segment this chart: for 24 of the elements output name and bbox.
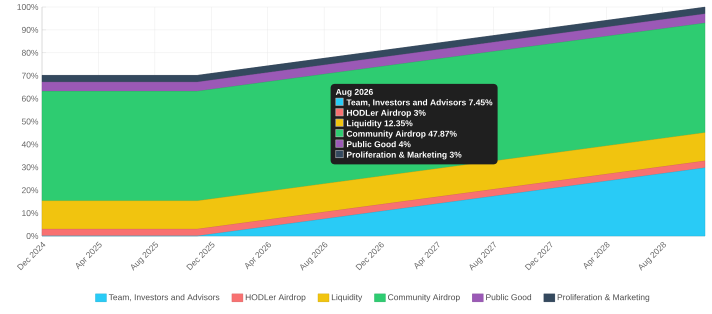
y-tick-label: 50% xyxy=(22,118,38,124)
y-tick-label: 100% xyxy=(17,4,38,10)
y-tick-label: 70% xyxy=(22,72,38,79)
y-tick-label: 20% xyxy=(22,187,38,194)
y-tick-label: 30% xyxy=(22,164,38,170)
y-tick-label: 40% xyxy=(22,141,38,148)
legend-label: Proliferation & Marketing xyxy=(558,294,650,302)
annotation: HODLer Airdrop 3% xyxy=(346,110,426,118)
legend-label: HODLer Airdrop xyxy=(246,294,306,302)
y-tick-label: 60% xyxy=(22,96,38,102)
y-tick-label: 0% xyxy=(26,233,38,239)
annotation: Public Good 4% xyxy=(346,140,411,148)
annotation: Aug 2026 xyxy=(336,88,373,97)
annotation: Proliferation & Marketing 3% xyxy=(346,151,462,160)
annotation: Team, Investors and Advisors 7.45% xyxy=(346,99,492,107)
annotation: Liquidity 12.35% xyxy=(346,120,413,128)
y-tick-label: 90% xyxy=(22,26,38,33)
legend-label: Team, Investors and Advisors xyxy=(108,294,220,302)
legend-label: Liquidity xyxy=(332,294,362,302)
y-tick-label: 10% xyxy=(22,210,38,216)
annotation: Community Airdrop 47.87% xyxy=(346,130,457,138)
legend-label: Public Good xyxy=(486,294,532,300)
legend-label: Community Airdrop xyxy=(388,294,460,302)
y-tick-label: 80% xyxy=(22,50,38,56)
